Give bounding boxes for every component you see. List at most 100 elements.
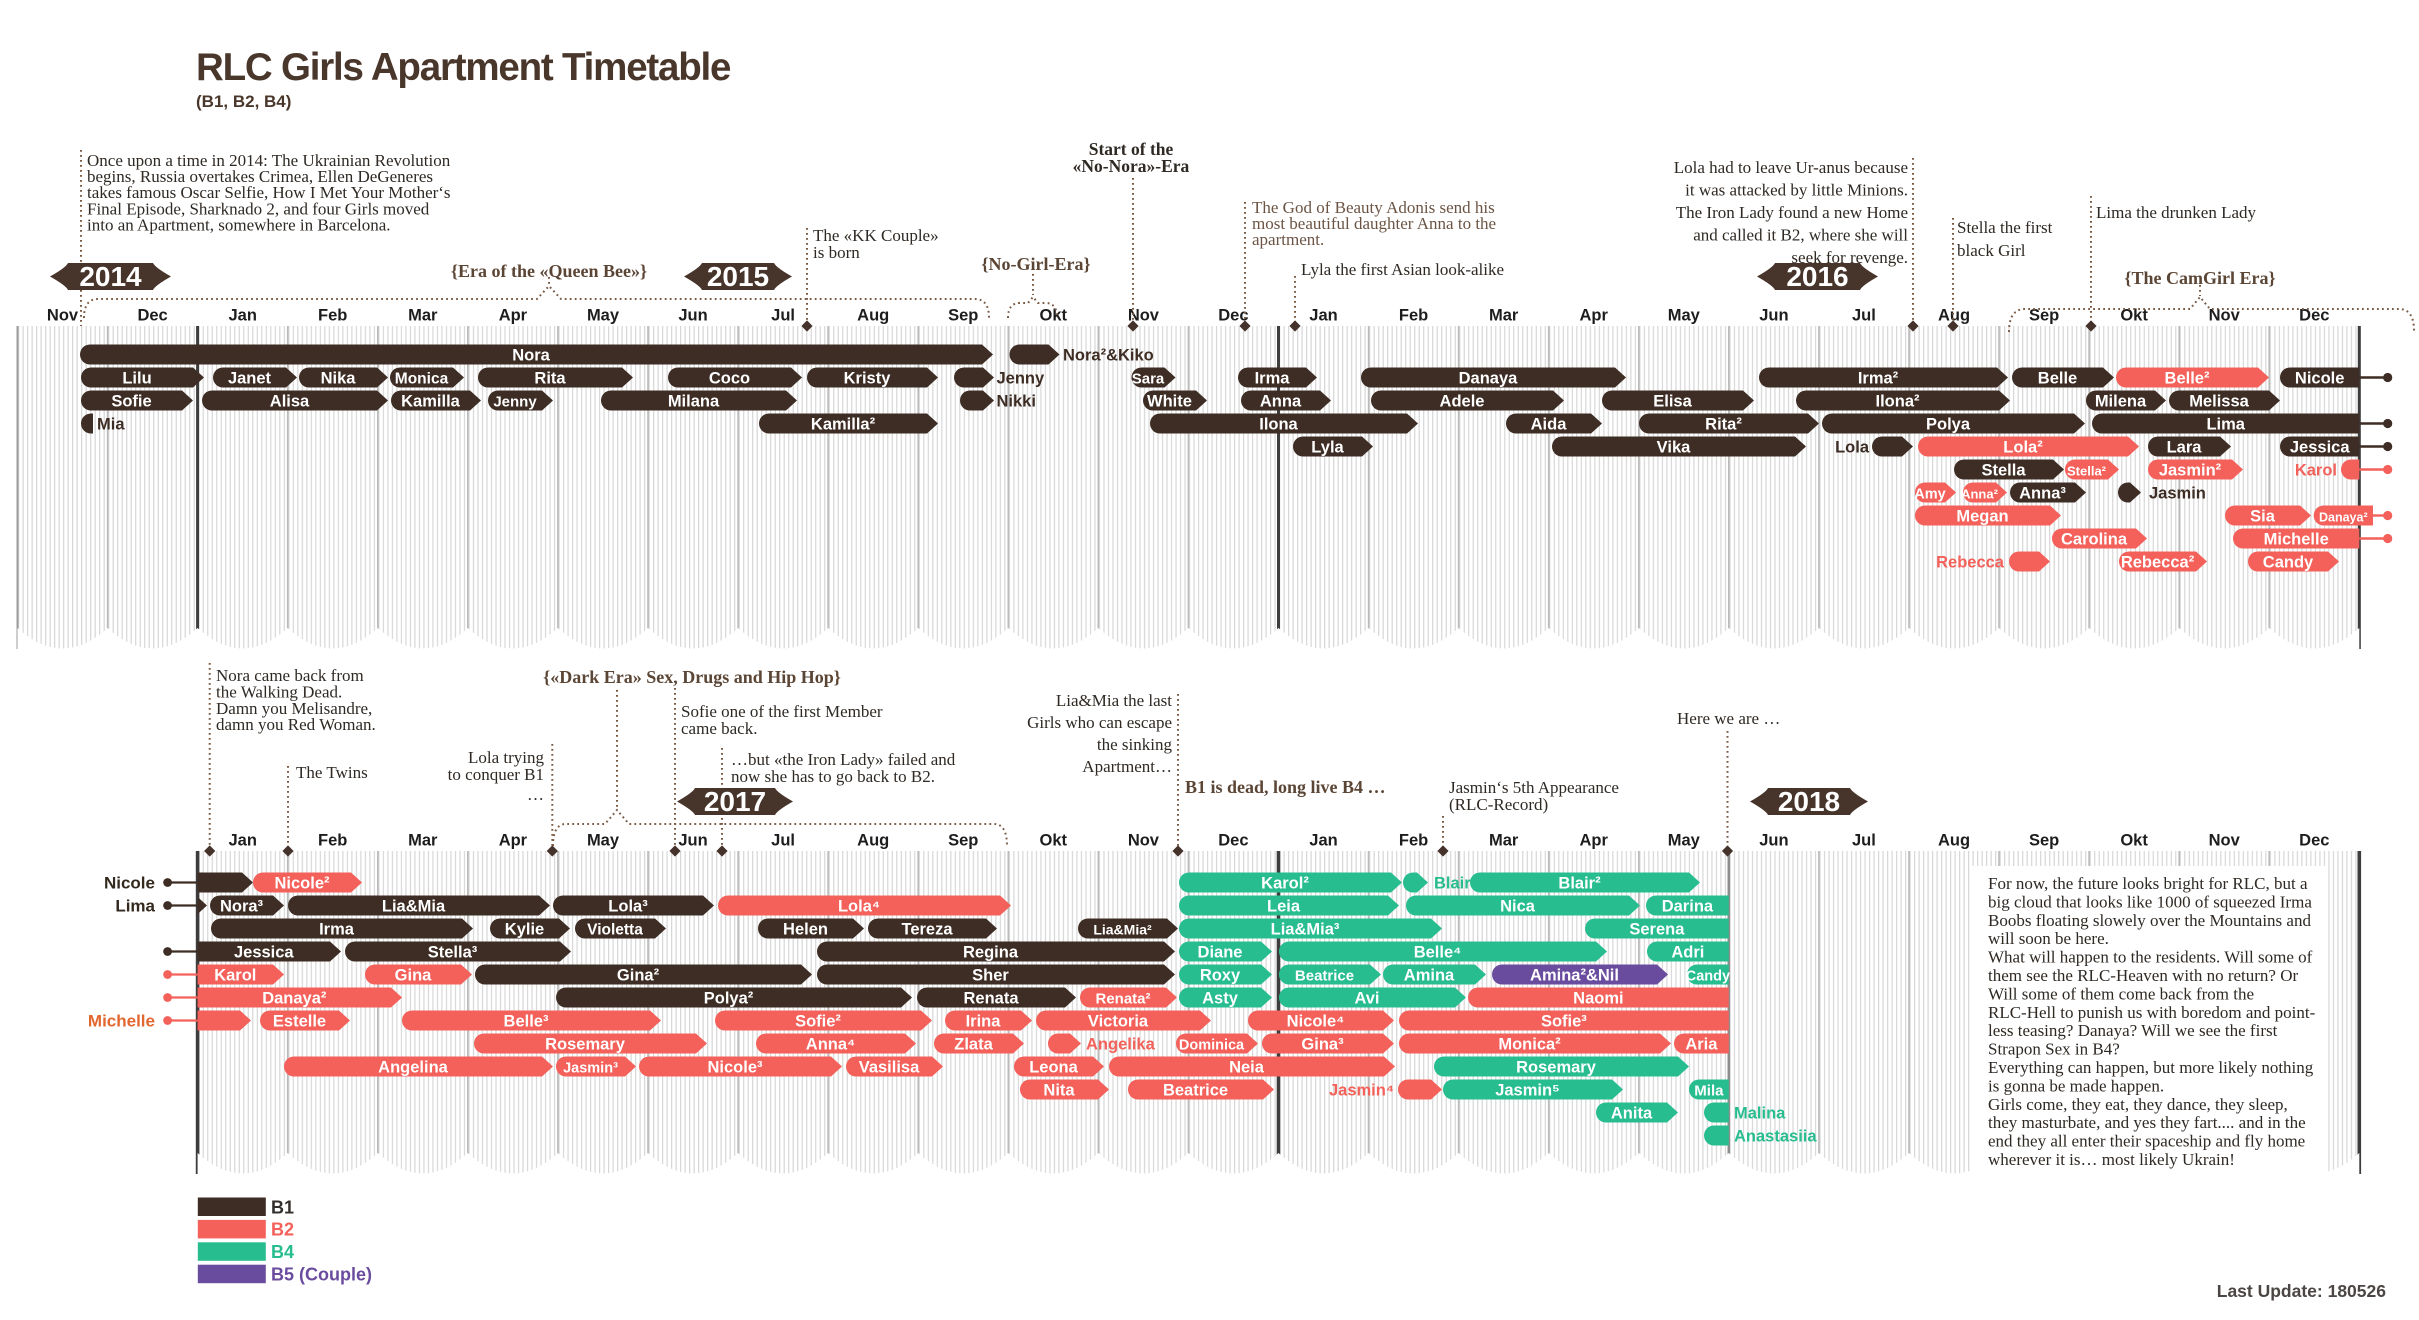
svg-text:Adele: Adele xyxy=(1440,392,1485,410)
svg-text:Lima the drunken Lady: Lima the drunken Lady xyxy=(2096,203,2257,222)
svg-text:RLC-Hell to punish us with bor: RLC-Hell to punish us with boredom and p… xyxy=(1988,1003,2316,1022)
svg-text:Jasmin⁵: Jasmin⁵ xyxy=(1495,1081,1560,1099)
svg-text:Jun: Jun xyxy=(678,832,707,850)
svg-text:…: … xyxy=(527,785,544,804)
svg-text:Anna⁴: Anna⁴ xyxy=(806,1035,855,1053)
svg-text:Will some of them come back fr: Will some of them come back from the xyxy=(1988,984,2254,1003)
svg-text:Sofie one of the first Member: Sofie one of the first Member xyxy=(681,702,883,721)
svg-text:Okt: Okt xyxy=(2120,832,2148,850)
svg-text:Leia: Leia xyxy=(1267,897,1301,915)
svg-text:Nora: Nora xyxy=(512,346,550,364)
svg-text:Kylie: Kylie xyxy=(505,920,544,938)
svg-text:Nikki: Nikki xyxy=(997,392,1036,410)
svg-text:Nicole³: Nicole³ xyxy=(707,1058,763,1076)
svg-text:Irma: Irma xyxy=(1255,369,1291,387)
svg-text:Gina²: Gina² xyxy=(617,966,660,984)
svg-text:Jan: Jan xyxy=(228,307,256,325)
svg-text:Dec: Dec xyxy=(1218,832,1248,850)
svg-text:Rebecca²: Rebecca² xyxy=(2121,553,2195,571)
svg-text:Stella³: Stella³ xyxy=(428,943,478,961)
svg-text:Apr: Apr xyxy=(1579,832,1608,850)
svg-text:Dominica: Dominica xyxy=(1179,1037,1245,1053)
svg-text:May: May xyxy=(1668,307,1701,325)
svg-text:Rita: Rita xyxy=(534,369,566,387)
svg-text:2018: 2018 xyxy=(1778,786,1840,817)
svg-text:wherever it is… most likely Uk: wherever it is… most likely Ukrain! xyxy=(1988,1150,2235,1169)
svg-text:Sara: Sara xyxy=(1132,370,1165,387)
svg-text:Lola⁴: Lola⁴ xyxy=(838,897,880,915)
svg-text:Asty: Asty xyxy=(1202,989,1239,1007)
svg-text:Lyla: Lyla xyxy=(1311,438,1344,456)
svg-text:Jul: Jul xyxy=(771,832,795,850)
svg-text:2016: 2016 xyxy=(1786,261,1848,292)
svg-text:Aria: Aria xyxy=(1685,1035,1718,1053)
svg-text:Jenny: Jenny xyxy=(997,369,1046,387)
svg-text:to conquer B1: to conquer B1 xyxy=(448,765,544,784)
svg-text:Apr: Apr xyxy=(499,307,528,325)
svg-text:Sia: Sia xyxy=(2250,507,2276,525)
svg-text:Stella: Stella xyxy=(1981,461,2026,479)
svg-text:Angelika: Angelika xyxy=(1086,1035,1156,1053)
svg-text:Jun: Jun xyxy=(1759,832,1788,850)
svg-text:Blair: Blair xyxy=(1434,874,1471,892)
svg-text:Mila: Mila xyxy=(1694,1082,1724,1099)
svg-text:B1 is dead, long live B4 …: B1 is dead, long live B4 … xyxy=(1185,777,1386,797)
svg-text:Adri: Adri xyxy=(1671,943,1704,961)
svg-text:Lima: Lima xyxy=(2206,415,2245,433)
svg-text:Danaya²: Danaya² xyxy=(262,989,327,1007)
svg-text:is gonna be made happen.: is gonna be made happen. xyxy=(1988,1076,2164,1095)
svg-text:Rosemary: Rosemary xyxy=(545,1035,626,1053)
svg-text:Aug: Aug xyxy=(857,832,889,850)
svg-text:Last Update: 180526: Last Update: 180526 xyxy=(2217,1281,2387,1301)
svg-text:Anna²: Anna² xyxy=(1961,486,1999,501)
svg-text:Nora³: Nora³ xyxy=(220,897,264,915)
svg-text:Girls come, they eat, they dan: Girls come, they eat, they dance, they s… xyxy=(1988,1095,2288,1114)
svg-text:Jessica: Jessica xyxy=(2290,438,2350,456)
svg-text:Angelina: Angelina xyxy=(378,1058,448,1076)
svg-text:Nora came back from: Nora came back from xyxy=(216,666,364,685)
svg-text:Carolina: Carolina xyxy=(2061,530,2128,548)
svg-text:Danaya: Danaya xyxy=(1459,369,1519,387)
svg-text:Nicole: Nicole xyxy=(2295,369,2345,387)
svg-text:Karol: Karol xyxy=(2295,461,2337,479)
svg-text:Alisa: Alisa xyxy=(270,392,310,410)
svg-text:Lima: Lima xyxy=(115,896,155,915)
svg-text:Jul: Jul xyxy=(1852,307,1876,325)
svg-text:Irma²: Irma² xyxy=(1858,369,1899,387)
svg-text:Mia: Mia xyxy=(97,415,125,433)
svg-text:Sep: Sep xyxy=(2029,832,2059,850)
svg-text:into an Apartment, somewhere i: into an Apartment, somewhere in Barcelon… xyxy=(87,215,391,234)
svg-text:Leona: Leona xyxy=(1029,1058,1078,1076)
svg-text:Stella the first: Stella the first xyxy=(1957,218,2053,237)
svg-text:Beatrice: Beatrice xyxy=(1163,1081,1228,1099)
svg-text:Dec: Dec xyxy=(2299,307,2329,325)
svg-text:Monica²: Monica² xyxy=(1498,1035,1561,1053)
svg-text:Janet: Janet xyxy=(228,369,272,387)
svg-text:Dec: Dec xyxy=(137,307,167,325)
svg-text:May: May xyxy=(587,307,620,325)
svg-text:Jasmin⁴: Jasmin⁴ xyxy=(1329,1081,1394,1099)
svg-text:Lola trying: Lola trying xyxy=(468,748,545,767)
svg-text:Apartment…: Apartment… xyxy=(1082,757,1172,776)
svg-text:Aida: Aida xyxy=(1531,415,1568,433)
svg-text:Rebecca: Rebecca xyxy=(1936,553,2005,571)
svg-text:RLC Girls Apartment Timetable: RLC Girls Apartment Timetable xyxy=(196,46,731,89)
svg-text:Dec: Dec xyxy=(1218,307,1248,325)
svg-text:Jasmin: Jasmin xyxy=(2149,484,2206,502)
svg-text:Mar: Mar xyxy=(1489,832,1519,850)
svg-text:Irma: Irma xyxy=(319,920,355,938)
svg-text:Apr: Apr xyxy=(499,832,528,850)
svg-text:For now, the future looks brig: For now, the future looks bright for RLC… xyxy=(1988,874,2308,893)
svg-text:Ilona²: Ilona² xyxy=(1876,392,1921,410)
svg-text:takes famous Oscar Selfie, How: takes famous Oscar Selfie, How I Met You… xyxy=(87,183,451,202)
svg-text:Nicole: Nicole xyxy=(104,873,155,892)
svg-text:Here we are …: Here we are … xyxy=(1677,709,1780,728)
svg-text:Melissa: Melissa xyxy=(2189,392,2249,410)
svg-text:B5 (Couple): B5 (Couple) xyxy=(271,1265,372,1285)
svg-text:«No-Nora»-Era: «No-Nora»-Era xyxy=(1073,156,1190,176)
svg-text:Jasmin³: Jasmin³ xyxy=(563,1060,618,1076)
svg-text:Karol: Karol xyxy=(214,966,256,984)
svg-text:Okt: Okt xyxy=(2120,307,2148,325)
svg-text:Lola: Lola xyxy=(1835,438,1870,456)
svg-text:Lola had to leave Ur-anus beca: Lola had to leave Ur-anus because xyxy=(1674,158,1908,177)
